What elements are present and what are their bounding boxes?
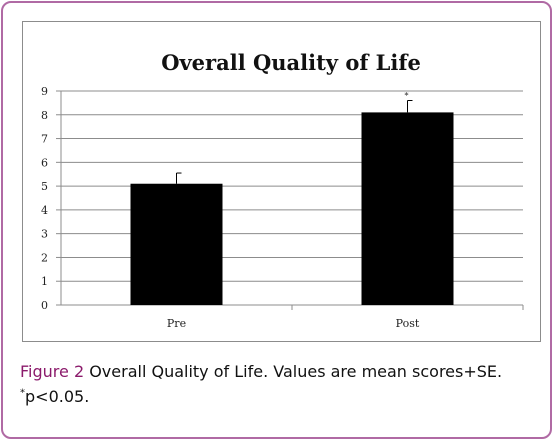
y-tick-label: 0 (41, 299, 48, 312)
y-tick-label: 1 (41, 275, 48, 288)
bar-post (361, 112, 454, 306)
chart-title: Overall Quality of Life (161, 50, 421, 75)
chart-area: Overall Quality of Life 0 1 2 3 4 5 6 7 8 9 Pre * Po… (22, 21, 541, 342)
y-tick-label: 9 (41, 85, 48, 98)
significance-marker: * (405, 92, 409, 101)
y-tick-label: 5 (41, 180, 48, 193)
y-tick-label: 3 (41, 228, 48, 241)
x-tick-label: Pre (167, 317, 186, 330)
y-tick-label: 2 (41, 251, 48, 264)
y-tick-label: 8 (41, 109, 48, 122)
caption-note: p<0.05. (25, 387, 90, 406)
caption-star: * (20, 387, 25, 399)
y-tick-label: 4 (41, 204, 48, 217)
figure-caption: Figure 2 Overall Quality of Life. Values… (20, 359, 550, 409)
y-tick-label: 6 (41, 156, 48, 169)
x-tick-label: Post (396, 317, 420, 330)
caption-text: Overall Quality of Life. Values are mean… (84, 362, 503, 381)
caption-label: Figure 2 (20, 362, 85, 381)
bar-chart: Overall Quality of Life 0 1 2 3 4 5 6 7 8 9 Pre * Po… (41, 50, 524, 330)
figure-frame: Overall Quality of Life 0 1 2 3 4 5 6 7 8 9 Pre * Po… (1, 1, 552, 439)
bar-pre (130, 183, 223, 305)
y-tick-label: 7 (41, 133, 48, 146)
